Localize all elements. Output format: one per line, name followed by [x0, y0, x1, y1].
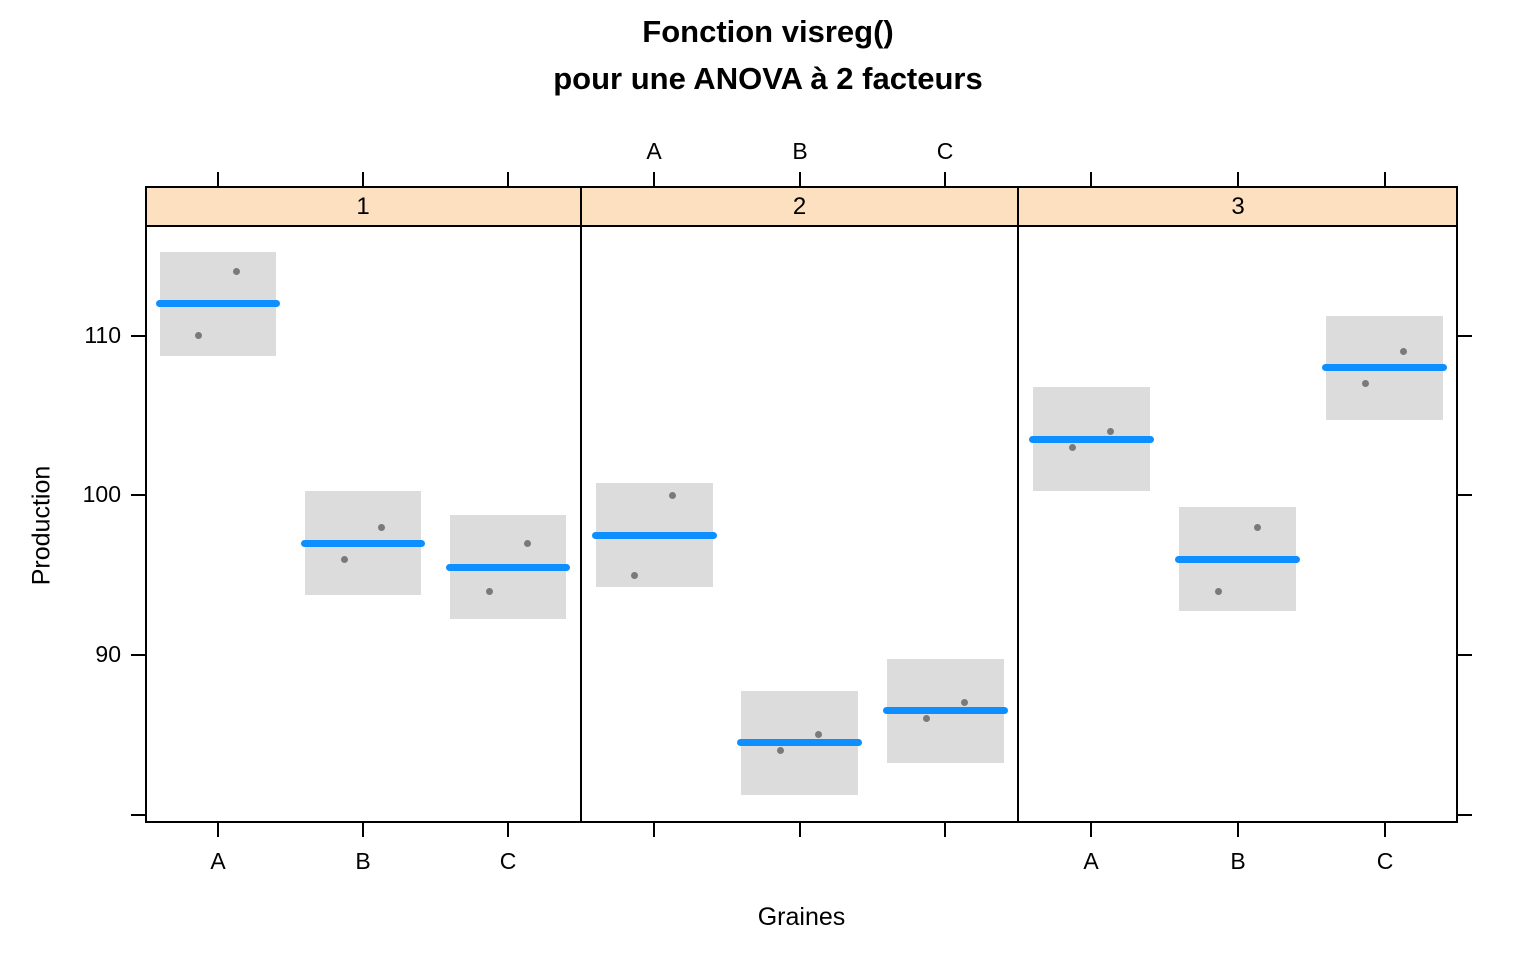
x-axis-tick-bottom — [362, 823, 364, 837]
residual-point — [1400, 348, 1407, 355]
y-axis-tick-left — [131, 494, 145, 496]
y-axis-tick-right — [1458, 335, 1472, 337]
residual-point — [669, 492, 676, 499]
x-axis-tick-bottom — [944, 823, 946, 837]
x-axis-tick-top — [799, 172, 801, 186]
y-axis-tick-left — [131, 654, 145, 656]
residual-point — [961, 699, 968, 706]
strip-background — [147, 188, 1456, 225]
residual-point — [341, 556, 348, 563]
x-axis-tick-bottom — [507, 823, 509, 837]
residual-point — [777, 747, 784, 754]
strip-bottom-border — [145, 225, 1458, 227]
strip-cell-1: 1 — [145, 188, 581, 225]
residual-point — [631, 572, 638, 579]
x-axis-tick-bottom — [799, 823, 801, 837]
y-axis-title: Production — [27, 465, 56, 586]
fit-line — [446, 564, 570, 571]
category-label-C: C — [936, 138, 954, 164]
residual-point — [1254, 524, 1261, 531]
residual-point — [378, 524, 385, 531]
category-label-A: A — [646, 138, 662, 164]
fit-line — [156, 300, 280, 307]
residual-point — [233, 268, 240, 275]
x-axis-tick-bottom — [1237, 823, 1239, 837]
residual-point — [1107, 428, 1114, 435]
residual-point — [524, 540, 531, 547]
strip-label: 3 — [1231, 193, 1245, 220]
panel-divider-1 — [580, 186, 582, 823]
x-axis-tick-top — [362, 172, 364, 186]
y-axis-tick-left — [131, 814, 145, 816]
x-axis-tick-bottom — [217, 823, 219, 837]
x-axis-tick-top — [944, 172, 946, 186]
strip-label: 1 — [356, 193, 370, 220]
chart-title-line1: Fonction visreg() — [642, 14, 894, 49]
y-tick-label: 90 — [95, 641, 121, 667]
fit-line — [1175, 556, 1300, 563]
category-label-A: A — [210, 848, 226, 874]
strip-cell-3: 3 — [1018, 188, 1458, 225]
residual-point — [1362, 380, 1369, 387]
residual-point — [923, 715, 930, 722]
x-axis-title: Graines — [757, 903, 846, 931]
fit-line — [592, 532, 717, 539]
chart-title-line2: pour une ANOVA à 2 facteurs — [553, 61, 983, 96]
category-label-A: A — [1083, 848, 1099, 874]
category-label-C: C — [1376, 848, 1394, 874]
y-axis-tick-left — [131, 335, 145, 337]
x-axis-tick-bottom — [1090, 823, 1092, 837]
residual-point — [1215, 588, 1222, 595]
residual-point — [486, 588, 493, 595]
fit-line — [1322, 364, 1447, 371]
strip-label: 2 — [792, 193, 807, 220]
fit-line — [1029, 436, 1154, 443]
y-axis-tick-right — [1458, 494, 1472, 496]
category-label-B: B — [355, 848, 371, 874]
residual-point — [1069, 444, 1076, 451]
y-tick-label: 110 — [84, 322, 121, 348]
x-axis-tick-top — [1090, 172, 1092, 186]
x-axis-tick-bottom — [653, 823, 655, 837]
y-axis-tick-right — [1458, 654, 1472, 656]
category-label-C: C — [499, 848, 517, 874]
panel-divider-2 — [1017, 186, 1019, 823]
plot-frame — [145, 186, 1458, 823]
strip-cell-2: 2 — [581, 188, 1018, 225]
fit-line — [301, 540, 425, 547]
x-axis-tick-bottom — [1384, 823, 1386, 837]
residual-point — [815, 731, 822, 738]
category-label-B: B — [792, 138, 808, 164]
y-axis-tick-right — [1458, 814, 1472, 816]
y-tick-label: 100 — [82, 481, 121, 507]
x-axis-tick-top — [507, 172, 509, 186]
x-axis-tick-top — [1384, 172, 1386, 186]
x-axis-tick-top — [217, 172, 219, 186]
residual-point — [195, 332, 202, 339]
category-label-B: B — [1230, 848, 1246, 874]
x-axis-tick-top — [653, 172, 655, 186]
fit-line — [737, 739, 862, 746]
fit-line — [883, 707, 1008, 714]
x-axis-tick-top — [1237, 172, 1239, 186]
